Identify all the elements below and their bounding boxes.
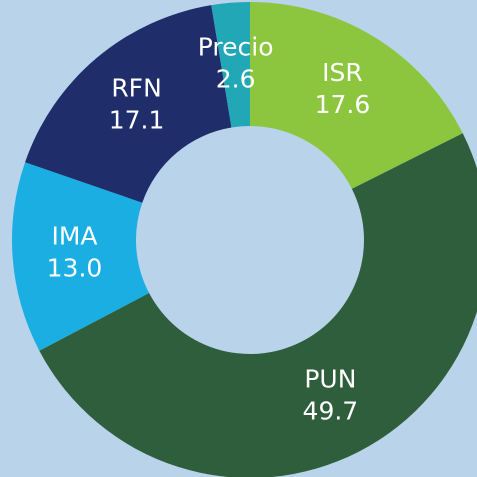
donut-slice (211, 2, 250, 128)
slice-value: 17.6 (315, 90, 371, 119)
slice-value: 13.0 (47, 253, 103, 282)
slice-value: 2.6 (216, 65, 256, 94)
donut-slice (39, 133, 477, 477)
slice-value: 49.7 (303, 397, 359, 426)
slice-label: PUN (304, 365, 356, 394)
slice-label: Precio (198, 33, 274, 62)
slice-label: RFN (111, 73, 161, 102)
donut-slice (250, 2, 463, 189)
slice-value: 17.1 (109, 105, 165, 134)
slice-label: IMA (51, 221, 97, 250)
donut-slice (11, 162, 150, 351)
donut-slice (25, 5, 232, 203)
slice-label: ISR (322, 58, 363, 87)
